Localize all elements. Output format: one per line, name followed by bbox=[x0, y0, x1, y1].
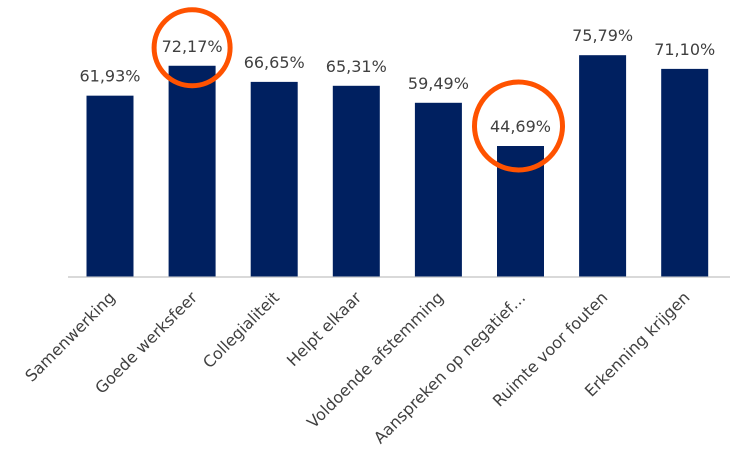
bar-7 bbox=[579, 55, 627, 277]
bar-2 bbox=[168, 65, 216, 277]
data-label-4: 65,31% bbox=[326, 57, 387, 76]
data-label-6: 44,69% bbox=[490, 117, 551, 136]
bar-4 bbox=[332, 85, 380, 277]
category-label-5: Voldoende afstemming bbox=[303, 288, 447, 432]
data-label-3: 66,65% bbox=[244, 53, 305, 72]
data-label-1: 61,93% bbox=[79, 67, 140, 86]
data-label-7: 75,79% bbox=[572, 26, 633, 45]
bar-5 bbox=[414, 102, 462, 277]
highlight-circle-2 bbox=[151, 7, 233, 89]
data-label-8: 71,10% bbox=[654, 40, 715, 59]
category-label-3: Collegialiteit bbox=[199, 288, 283, 372]
bar-8 bbox=[661, 68, 709, 277]
bar-1 bbox=[86, 95, 134, 277]
category-label-4: Helpt elkaar bbox=[283, 288, 366, 371]
data-label-5: 59,49% bbox=[408, 74, 469, 93]
category-label-6: Aanspreken op negatief… bbox=[370, 288, 529, 447]
highlight-circle-6 bbox=[472, 79, 565, 173]
data-label-2: 72,17% bbox=[162, 37, 223, 56]
bar-3 bbox=[250, 81, 298, 277]
